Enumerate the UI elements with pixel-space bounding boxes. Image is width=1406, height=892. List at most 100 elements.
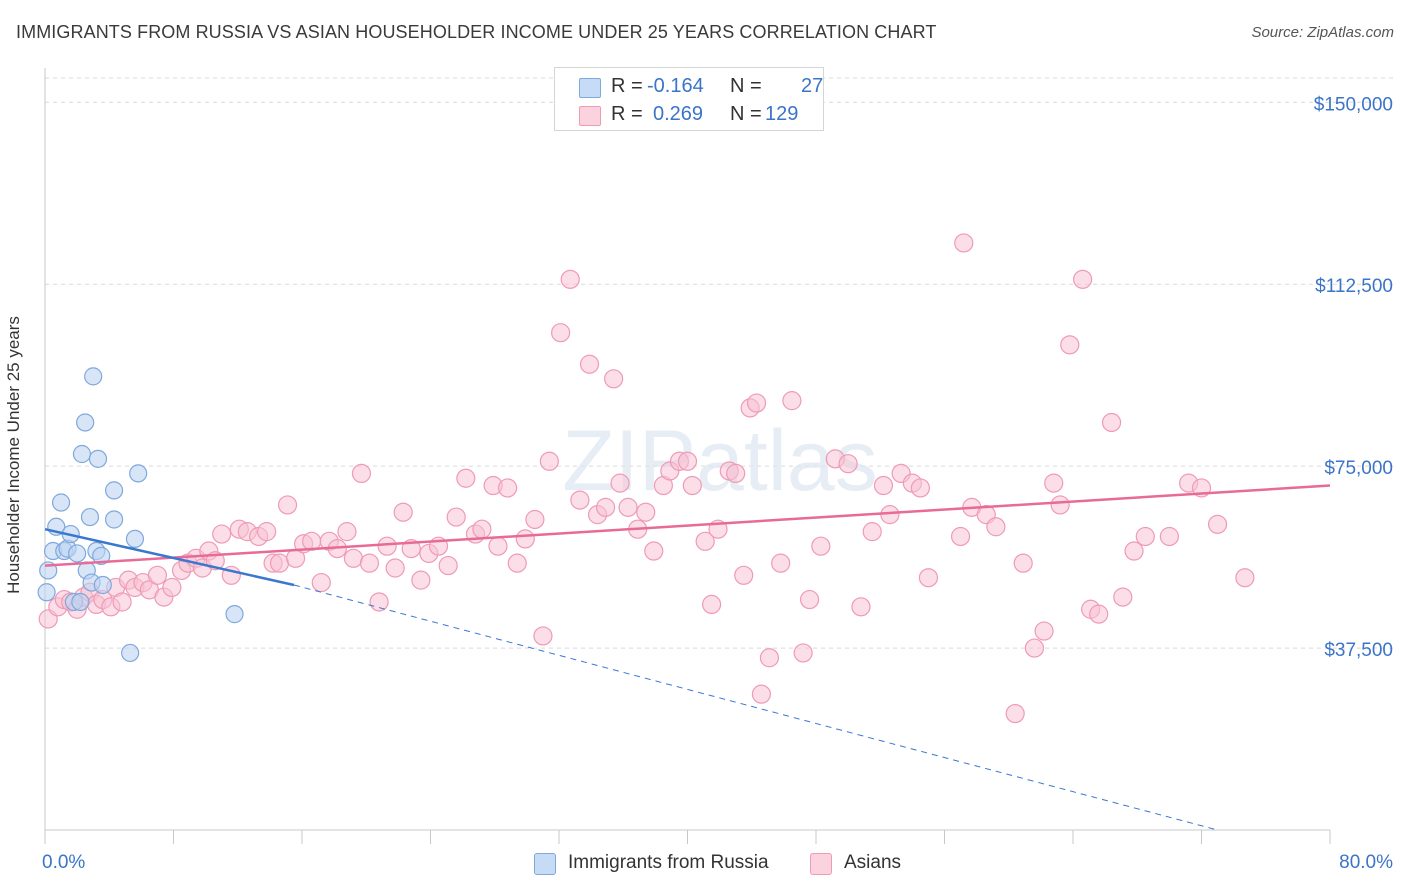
russia-trend-extension [293,584,1218,831]
asians-point [799,589,820,610]
asians-point [212,524,232,544]
asians-point [636,502,656,522]
asians-point [851,597,871,617]
asians-point [515,529,535,549]
asians-point [456,468,476,488]
russia-point [121,643,140,663]
asians-point [393,502,413,522]
asians-point [359,553,380,573]
asians-point [525,509,545,530]
y-tick-label: $75,000 [1324,458,1393,479]
asians-point [570,490,590,510]
asians-point [751,684,771,704]
russia-legend-swatch [534,853,556,875]
asians-point [1207,514,1228,534]
asians-point [507,553,527,573]
gridlines [45,77,1395,649]
russia-point [84,367,103,386]
russia-trend-line [44,527,295,587]
russia-point [92,546,111,565]
asians-point [918,568,939,588]
asians-point [677,451,698,471]
asians-point [595,497,616,517]
asians-point [551,323,571,343]
asians-point [337,522,357,542]
asians-point [782,391,802,411]
russia-point [51,493,71,512]
asians-point [1124,541,1144,561]
asians-point [1159,526,1179,547]
asians-point [351,463,372,484]
trend-lines [44,484,1331,831]
russia-legend-label: Immigrants from Russia [568,852,769,873]
asians-point [610,473,630,493]
asians-point [311,572,331,593]
asians-point [873,475,894,496]
asians-point [986,517,1006,537]
n-value: 129 [765,103,799,125]
y-axis-label: Householder Income Under 25 years [4,316,23,594]
asians-point [560,269,580,289]
russia-point [71,592,90,612]
asians-point [838,454,858,474]
russia-point [93,575,112,595]
asians-point [701,594,722,615]
asians-point [1135,526,1155,547]
russia-point [37,583,56,602]
asians-point [438,555,458,576]
legend-row-asians: R = 0.269 N = 129 [555,101,823,129]
asians-point [488,536,508,556]
asians-point [695,531,715,551]
x-tick-label: 0.0% [42,852,85,873]
asians-point [411,570,431,590]
y-tick-label: $37,500 [1324,640,1393,661]
asians-point [1113,587,1133,607]
russia-swatch [579,78,601,98]
asians-point [1073,269,1093,289]
asians-trend-line [44,484,1331,567]
asians-point [1060,335,1080,355]
russia-point [72,444,92,464]
legend-row-russia: R = -0.164 N = 27 [555,73,823,101]
asians-point [1101,412,1122,433]
tick-labels: $37,500 $75,000 $112,500 $150,000 0.0% 80.0% [42,94,1393,873]
asians-legend-swatch [810,853,832,875]
watermark: ZIPatlas [562,413,877,509]
asians-point [277,495,298,515]
correlation-legend: R = -0.164 N = 27 R = 0.269 N = 129 [554,67,824,131]
asians-point [385,558,405,578]
asians-point [746,393,767,413]
asians-point [579,354,600,374]
asians-point [1013,553,1033,573]
russia-point [225,605,244,624]
asians-point [1005,703,1025,724]
axes [44,68,1331,844]
asians-points [38,233,1255,724]
n-value: 27 [801,75,824,97]
asians-point [604,369,624,389]
y-tick-label: $150,000 [1314,94,1393,115]
asians-point [1235,568,1255,588]
asians-point [682,475,702,496]
russia-point [68,544,87,563]
asians-point [910,478,931,498]
asians-point [771,553,791,573]
asians-point [1034,621,1054,641]
asians-point [734,565,754,585]
asians-point [726,463,746,484]
russia-point [125,529,145,549]
asians-point [793,643,813,663]
r-value: -0.164 [647,75,704,97]
russia-point [104,510,124,529]
asians-point [533,626,553,646]
source-label: Source: ZipAtlas.com [1251,24,1394,41]
x-tick-label: 80.0% [1339,852,1393,873]
russia-point [104,481,124,500]
n-label: N = [730,75,762,97]
russia-points [37,367,244,663]
russia-point [80,507,100,527]
asians-point [1089,604,1109,624]
r-label: R = [611,103,643,125]
asians-point [618,497,638,517]
